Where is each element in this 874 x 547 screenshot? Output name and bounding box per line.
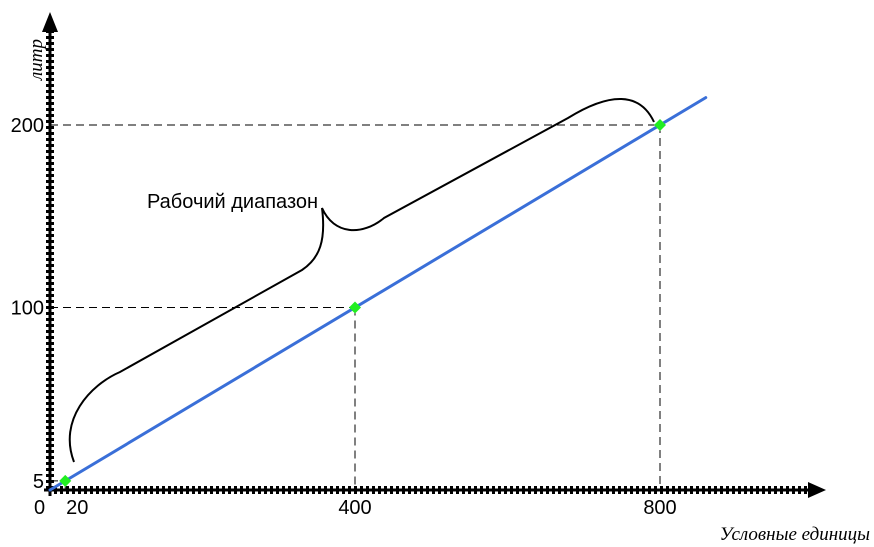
data-point-0	[59, 474, 72, 487]
calibration-line	[48, 96, 708, 492]
data-point-1	[349, 301, 361, 314]
x-tick-label-0: 20	[66, 497, 88, 519]
range-brace	[68, 98, 655, 463]
x-tick-label-1: 400	[338, 497, 371, 519]
y-tick-label-2: 200	[11, 115, 44, 137]
data-point-2	[654, 119, 666, 131]
axes	[42, 12, 826, 498]
x-tick-label-2: 800	[643, 497, 676, 519]
y-axis-arrow	[42, 12, 58, 32]
tick-labels: 0 20 400 800 5 100 200	[11, 115, 677, 519]
y-tick-label-0: 5	[33, 471, 44, 493]
x-axis-title: Условные единицы	[720, 524, 871, 545]
x-tick-origin: 0	[34, 497, 45, 519]
y-tick-label-1: 100	[11, 298, 44, 320]
range-annotation: Рабочий диапазон	[147, 191, 318, 213]
x-axis-arrow	[808, 482, 826, 498]
y-axis-title: литр	[26, 39, 47, 81]
series-layer	[48, 96, 708, 492]
